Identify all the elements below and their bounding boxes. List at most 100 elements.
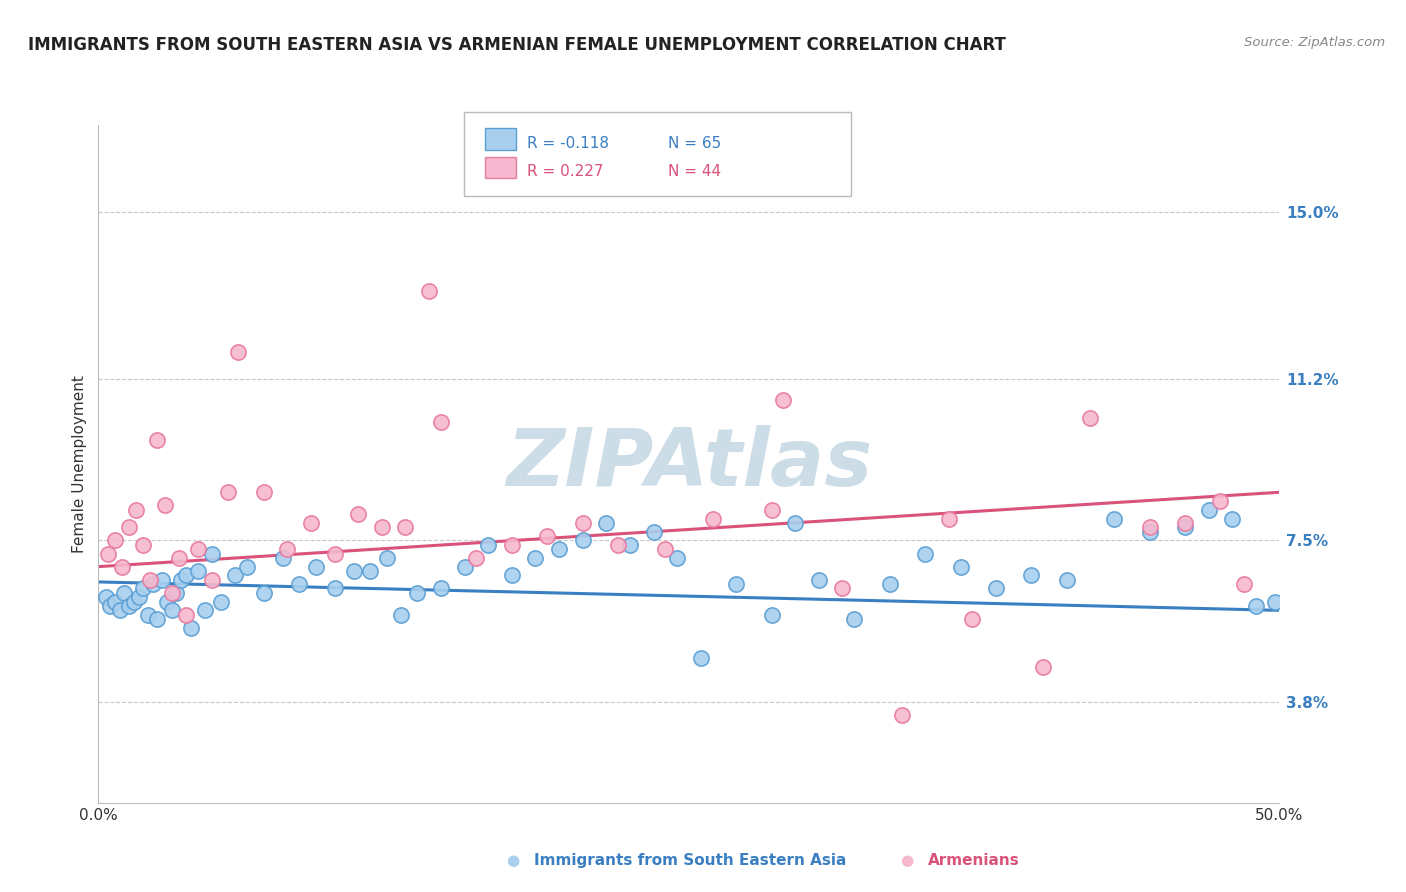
Point [217,485,239,500]
Point [209,594,232,608]
Point [104,533,127,548]
Point [132,538,155,552]
Point [406,586,429,600]
Point [761,607,783,622]
Point [375,550,398,565]
Point [153,499,176,513]
Y-axis label: Female Unemployment: Female Unemployment [72,375,87,553]
Point [271,550,294,565]
Point [174,607,197,622]
Point [253,485,276,500]
Point [418,284,440,298]
Point [654,542,676,557]
Point [394,520,416,534]
Point [984,582,1007,596]
Point [785,516,807,530]
Point [112,586,135,600]
Point [167,550,190,565]
Point [1198,502,1220,516]
Point [807,573,830,587]
Point [180,621,202,635]
Text: Immigrants from South Eastern Asia: Immigrants from South Eastern Asia [534,854,846,868]
Point [465,550,488,565]
Point [253,586,276,600]
Point [288,577,311,591]
Point [276,542,298,557]
Text: R = 0.227: R = 0.227 [527,164,603,179]
Point [1174,520,1197,534]
Point [1174,516,1197,530]
Point [323,582,346,596]
Point [347,507,370,521]
Point [643,524,665,539]
Point [595,516,617,530]
Point [104,594,127,608]
Point [844,612,866,626]
Point [689,651,711,665]
Point [890,708,912,723]
Point [430,582,453,596]
Point [607,538,630,552]
Point [1080,411,1102,425]
Point [477,538,499,552]
Point [1244,599,1267,613]
Point [501,568,523,582]
Point [201,573,224,587]
Point [165,586,187,600]
Point [160,586,183,600]
Point [224,568,246,582]
Point [323,547,346,561]
Point [949,559,972,574]
Point [1220,511,1243,525]
Point [702,511,724,525]
Point [174,568,197,582]
Point [725,577,748,591]
Text: IMMIGRANTS FROM SOUTH EASTERN ASIA VS ARMENIAN FEMALE UNEMPLOYMENT CORRELATION C: IMMIGRANTS FROM SOUTH EASTERN ASIA VS AR… [28,36,1007,54]
Point [389,607,412,622]
Text: ZIPAtlas: ZIPAtlas [506,425,872,503]
Point [125,502,148,516]
Point [132,582,155,596]
Point [170,573,193,587]
Point [136,607,159,622]
Point [342,564,364,578]
Point [305,559,328,574]
Point [187,564,209,578]
Text: N = 44: N = 44 [668,164,721,179]
Text: ●: ● [506,854,520,868]
Point [1209,494,1232,508]
Point [150,573,173,587]
Point [146,612,169,626]
Point [156,594,179,608]
Point [128,591,150,605]
Point [98,599,121,613]
Point [548,542,571,557]
Text: Armenians: Armenians [928,854,1019,868]
Point [571,516,593,530]
Point [226,345,249,359]
Point [453,559,475,574]
Point [1056,573,1078,587]
Point [299,516,322,530]
Point [359,564,381,578]
Point [879,577,901,591]
Point [146,433,169,447]
Point [524,550,547,565]
Point [142,577,165,591]
Point [118,599,141,613]
Point [962,612,984,626]
Point [201,547,224,561]
Point [1139,524,1161,539]
Point [1264,594,1286,608]
Point [371,520,394,534]
Point [160,603,183,617]
Point [1021,568,1043,582]
Point [94,591,117,605]
Point [430,415,453,429]
Point [139,573,162,587]
Point [938,511,960,525]
Point [571,533,593,548]
Point [501,538,523,552]
Point [666,550,689,565]
Text: ●: ● [900,854,914,868]
